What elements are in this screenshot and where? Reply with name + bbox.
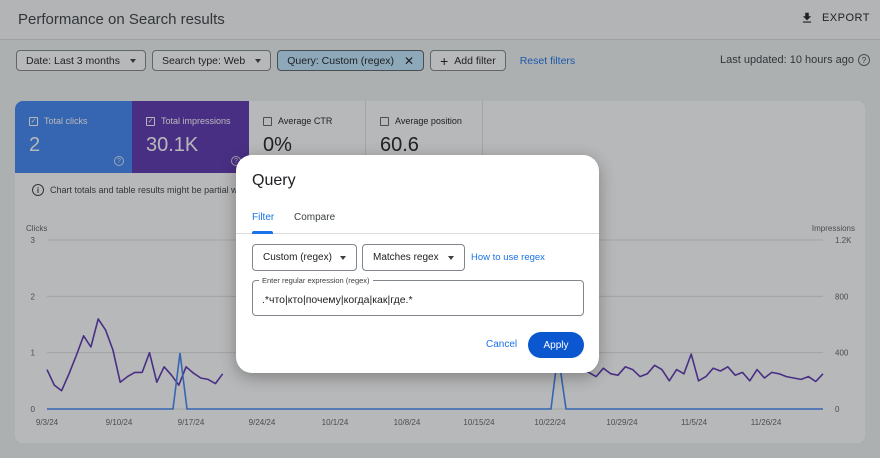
notice-text: Chart totals and table results might be … (50, 185, 248, 195)
cancel-button[interactable]: Cancel (486, 339, 518, 350)
chevron-down-icon (448, 255, 454, 260)
query-filter-chip[interactable]: Query: Custom (regex) ✕ (277, 50, 425, 71)
match-type-select[interactable]: Matches regex (362, 244, 465, 271)
metric-value: 60.6 (380, 134, 419, 156)
download-icon (802, 12, 812, 23)
metric-label: Total clicks (44, 116, 88, 126)
info-icon: i (32, 184, 44, 196)
chevron-down-icon (255, 58, 262, 63)
search-type-chip[interactable]: Search type: Web (151, 50, 272, 71)
export-label: EXPORT (821, 12, 870, 24)
top-bar: Performance on Search results EXPORT (0, 0, 880, 40)
close-icon[interactable]: ✕ (404, 53, 415, 68)
left-tick-label: 1 (31, 349, 36, 358)
metric-label: Total impressions (161, 116, 231, 126)
x-tick-label: 10/15/24 (463, 418, 495, 427)
right-tick-label: 0 (835, 405, 840, 414)
regex-field-label: Enter regular expression (regex) (259, 276, 373, 285)
x-tick-label: 10/1/24 (322, 418, 349, 427)
regex-field-value[interactable]: .*что|кто|почему|когда|как|где.* (262, 294, 413, 306)
right-tick-label: 800 (835, 292, 849, 301)
query-dialog: Query Filter Compare Custom (regex) Matc… (236, 155, 599, 373)
x-tick-label: 10/29/24 (606, 418, 638, 427)
x-tick-label: 9/24/24 (249, 418, 276, 427)
last-updated: Last updated: 10 hours ago ? (720, 54, 870, 66)
metric-average-position[interactable]: Average position 60.6 (366, 101, 483, 173)
x-tick-label: 10/22/24 (534, 418, 566, 427)
reset-filters-link[interactable]: Reset filters (519, 54, 576, 67)
chevron-down-icon (129, 58, 136, 63)
last-updated-text: Last updated: 10 hours ago (720, 54, 854, 66)
x-tick-label: 9/3/24 (36, 418, 59, 427)
query-filter-label: Query: Custom (regex) (287, 54, 395, 67)
x-tick-label: 11/26/24 (751, 418, 782, 427)
clicks-line (47, 352, 823, 410)
left-axis-title: Clicks (26, 224, 47, 233)
date-filter-label: Date: Last 3 months (26, 54, 120, 67)
left-tick-label: 3 (31, 236, 36, 245)
x-tick-label: 9/17/24 (178, 418, 205, 427)
page-title: Performance on Search results (18, 11, 225, 28)
x-tick-label: 11/5/24 (681, 418, 708, 427)
date-filter-chip[interactable]: Date: Last 3 months (16, 50, 146, 71)
metric-average-ctr[interactable]: Average CTR 0% (249, 101, 366, 173)
checkbox-checked-icon[interactable]: ✓ (29, 116, 38, 126)
x-tick-label: 9/10/24 (106, 418, 133, 427)
checkbox-unchecked-icon[interactable] (380, 116, 389, 126)
tab-filter[interactable]: Filter (252, 212, 275, 223)
export-button[interactable]: EXPORT (800, 11, 870, 25)
right-axis-title: Impressions (812, 224, 855, 233)
partial-data-notice: i Chart totals and table results might b… (32, 184, 248, 196)
metric-value: 0% (263, 134, 292, 156)
left-tick-label: 2 (31, 292, 36, 301)
metric-label: Average CTR (278, 116, 333, 126)
right-tick-label: 1.2K (835, 236, 852, 245)
dialog-title: Query (252, 172, 296, 189)
impressions-line (46, 318, 824, 392)
regex-field[interactable]: Enter regular expression (regex) .*что|к… (252, 276, 584, 316)
left-tick-label: 0 (31, 405, 36, 414)
apply-button[interactable]: Apply (528, 332, 584, 358)
plus-icon: + (440, 52, 449, 69)
help-icon[interactable]: ? (114, 156, 124, 166)
metric-label: Average position (395, 116, 462, 126)
checkbox-unchecked-icon[interactable] (263, 116, 272, 126)
add-filter-label: Add filter (454, 54, 496, 67)
metric-value: 2 (29, 134, 41, 156)
filter-bar: Date: Last 3 months Search type: Web Que… (16, 50, 575, 71)
tab-compare[interactable]: Compare (294, 212, 336, 223)
query-type-select[interactable]: Custom (regex) (252, 244, 357, 271)
metric-total-impressions[interactable]: ✓ Total impressions 30.1K ? (132, 101, 249, 173)
checkbox-checked-icon[interactable]: ✓ (146, 116, 155, 126)
query-type-value: Custom (regex) (263, 252, 332, 263)
match-type-value: Matches regex (373, 252, 439, 263)
dialog-tabs: Filter Compare (236, 207, 599, 234)
chevron-down-icon (340, 255, 346, 260)
add-filter-button[interactable]: + Add filter (430, 50, 506, 71)
right-tick-label: 400 (835, 349, 849, 358)
x-tick-label: 10/8/24 (394, 418, 421, 427)
metric-total-clicks[interactable]: ✓ Total clicks 2 ? (15, 101, 132, 173)
help-icon[interactable]: ? (858, 54, 870, 66)
search-type-label: Search type: Web (161, 54, 246, 67)
metric-value: 30.1K (146, 134, 199, 156)
how-to-use-regex-link[interactable]: How to use regex (471, 252, 545, 263)
tab-indicator (252, 231, 273, 234)
